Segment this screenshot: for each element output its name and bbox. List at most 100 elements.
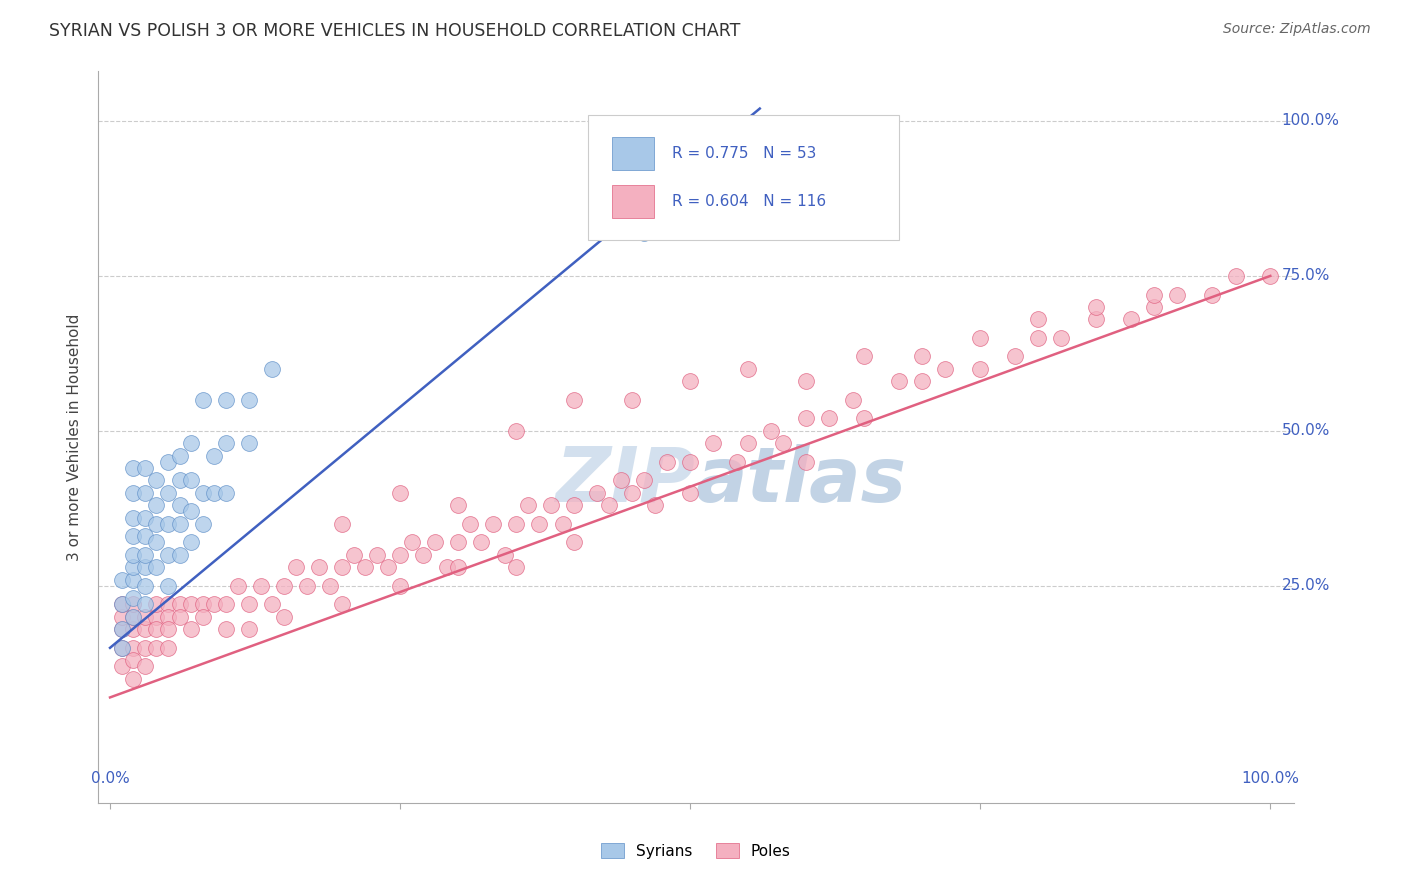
Point xyxy=(1143,300,1166,314)
Point xyxy=(505,424,527,438)
Point xyxy=(157,640,180,655)
Point xyxy=(319,579,342,593)
Point xyxy=(122,591,145,606)
Point xyxy=(204,449,226,463)
Point xyxy=(354,560,377,574)
Point xyxy=(134,529,156,543)
Point xyxy=(644,498,666,512)
Point xyxy=(191,486,214,500)
Point xyxy=(157,548,180,562)
Point xyxy=(1166,287,1188,301)
Point xyxy=(122,672,145,686)
Point xyxy=(215,486,238,500)
Point xyxy=(447,560,470,574)
Point xyxy=(436,560,458,574)
Point xyxy=(853,350,876,364)
Point xyxy=(447,498,470,512)
Y-axis label: 3 or more Vehicles in Household: 3 or more Vehicles in Household xyxy=(67,313,83,561)
Point xyxy=(111,598,134,612)
Point xyxy=(157,598,180,612)
Point xyxy=(122,548,145,562)
FancyBboxPatch shape xyxy=(589,115,900,240)
Point xyxy=(447,535,470,549)
Point xyxy=(401,535,423,549)
Point xyxy=(273,610,295,624)
Point xyxy=(1225,268,1247,283)
Point xyxy=(238,622,260,636)
Point xyxy=(122,486,145,500)
Point xyxy=(134,579,156,593)
Point xyxy=(111,640,134,655)
Point xyxy=(134,560,156,574)
Point xyxy=(134,510,156,524)
Point xyxy=(134,640,156,655)
Point xyxy=(737,436,759,450)
Point xyxy=(1026,331,1049,345)
Point xyxy=(238,598,260,612)
Text: R = 0.775   N = 53: R = 0.775 N = 53 xyxy=(672,145,817,161)
Point xyxy=(262,362,284,376)
Point xyxy=(273,579,295,593)
Point xyxy=(562,392,585,407)
Point xyxy=(284,560,307,574)
Point xyxy=(145,535,167,549)
Text: SYRIAN VS POLISH 3 OR MORE VEHICLES IN HOUSEHOLD CORRELATION CHART: SYRIAN VS POLISH 3 OR MORE VEHICLES IN H… xyxy=(49,22,741,40)
Text: 25.0%: 25.0% xyxy=(1281,578,1330,593)
Point xyxy=(111,610,134,624)
Point xyxy=(772,436,794,450)
Point xyxy=(169,474,191,488)
Point xyxy=(458,516,481,531)
Point xyxy=(1026,312,1049,326)
Point xyxy=(122,640,145,655)
Point xyxy=(134,461,156,475)
Point xyxy=(702,436,724,450)
Point xyxy=(818,411,841,425)
Point xyxy=(343,548,366,562)
Point xyxy=(122,653,145,667)
Point xyxy=(215,622,238,636)
Point xyxy=(969,362,991,376)
Text: R = 0.604   N = 116: R = 0.604 N = 116 xyxy=(672,194,827,209)
Point xyxy=(169,498,191,512)
Point xyxy=(250,579,273,593)
Text: ZIP: ZIP xyxy=(557,444,696,518)
Point xyxy=(934,362,956,376)
Point xyxy=(1085,300,1108,314)
Point xyxy=(598,498,620,512)
Point xyxy=(262,598,284,612)
Point xyxy=(516,498,538,512)
Point xyxy=(621,486,644,500)
Point xyxy=(191,392,214,407)
Point xyxy=(122,560,145,574)
Point xyxy=(238,392,260,407)
Point xyxy=(145,640,167,655)
Point xyxy=(330,516,353,531)
Point xyxy=(157,486,180,500)
Point xyxy=(180,598,202,612)
Point xyxy=(911,350,934,364)
Point xyxy=(679,486,702,500)
Point xyxy=(1085,312,1108,326)
Text: 50.0%: 50.0% xyxy=(1281,424,1330,438)
Point xyxy=(1119,312,1142,326)
Point xyxy=(505,516,527,531)
Point xyxy=(412,548,434,562)
Point xyxy=(794,411,817,425)
Point xyxy=(389,548,412,562)
Text: 75.0%: 75.0% xyxy=(1281,268,1330,284)
Point xyxy=(853,411,876,425)
Text: 0.0%: 0.0% xyxy=(90,772,129,787)
Point xyxy=(122,461,145,475)
FancyBboxPatch shape xyxy=(613,185,654,218)
Text: 100.0%: 100.0% xyxy=(1241,772,1299,787)
Point xyxy=(238,436,260,450)
Point xyxy=(586,486,609,500)
FancyBboxPatch shape xyxy=(613,137,654,170)
Point xyxy=(969,331,991,345)
Point xyxy=(157,579,180,593)
Point xyxy=(134,659,156,673)
Point xyxy=(761,424,783,438)
Point xyxy=(887,374,910,388)
Point xyxy=(111,659,134,673)
Point xyxy=(505,560,527,574)
